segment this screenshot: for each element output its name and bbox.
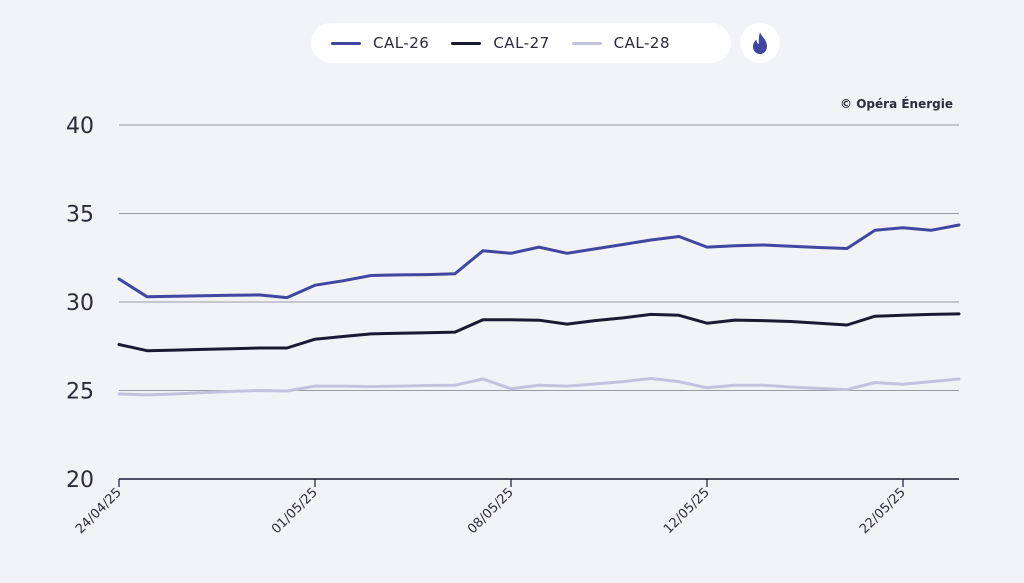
x-tick-label: 08/05/25 — [465, 485, 517, 537]
legend-item-cal-26[interactable]: CAL-26 — [331, 34, 429, 52]
legend-label-cal-28: CAL-28 — [613, 34, 670, 52]
legend-item-cal-28[interactable]: CAL-28 — [571, 34, 670, 52]
y-tick-label: 25 — [66, 380, 94, 405]
copyright-credit: © Opéra Énergie — [840, 97, 953, 111]
y-axis-ticks: 20 25 30 35 40 — [66, 114, 94, 493]
x-tick-label: 24/04/25 — [73, 485, 125, 537]
series-line-cal-26 — [117, 223, 961, 300]
y-tick-label: 40 — [66, 114, 94, 139]
series-line-cal-28 — [117, 377, 961, 397]
x-axis-ticks: 24/04/25 01/05/25 08/05/25 12/05/25 22/05/25 — [73, 479, 909, 537]
flame-icon — [753, 32, 767, 54]
chart-legend: CAL-26 CAL-27 CAL-28 — [311, 23, 731, 63]
x-tick-label: 22/05/25 — [857, 485, 909, 537]
y-tick-label: 35 — [66, 203, 94, 228]
y-tick-label: 30 — [66, 291, 94, 316]
legend-label-cal-27: CAL-27 — [493, 34, 550, 52]
grid-lines — [119, 124, 959, 391]
legend-swatch-cal-27 — [451, 41, 482, 45]
series-line-cal-27 — [117, 312, 961, 353]
legend-item-cal-27[interactable]: CAL-27 — [451, 34, 549, 52]
legend-swatch-cal-26 — [331, 41, 361, 45]
energy-type-button[interactable] — [740, 23, 780, 63]
x-tick-label: 01/05/25 — [269, 485, 321, 537]
legend-swatch-cal-28 — [571, 41, 602, 45]
x-tick-label: 12/05/25 — [661, 485, 713, 537]
y-tick-label: 20 — [66, 468, 94, 493]
series-lines — [117, 223, 961, 397]
legend-label-cal-26: CAL-26 — [373, 34, 430, 52]
